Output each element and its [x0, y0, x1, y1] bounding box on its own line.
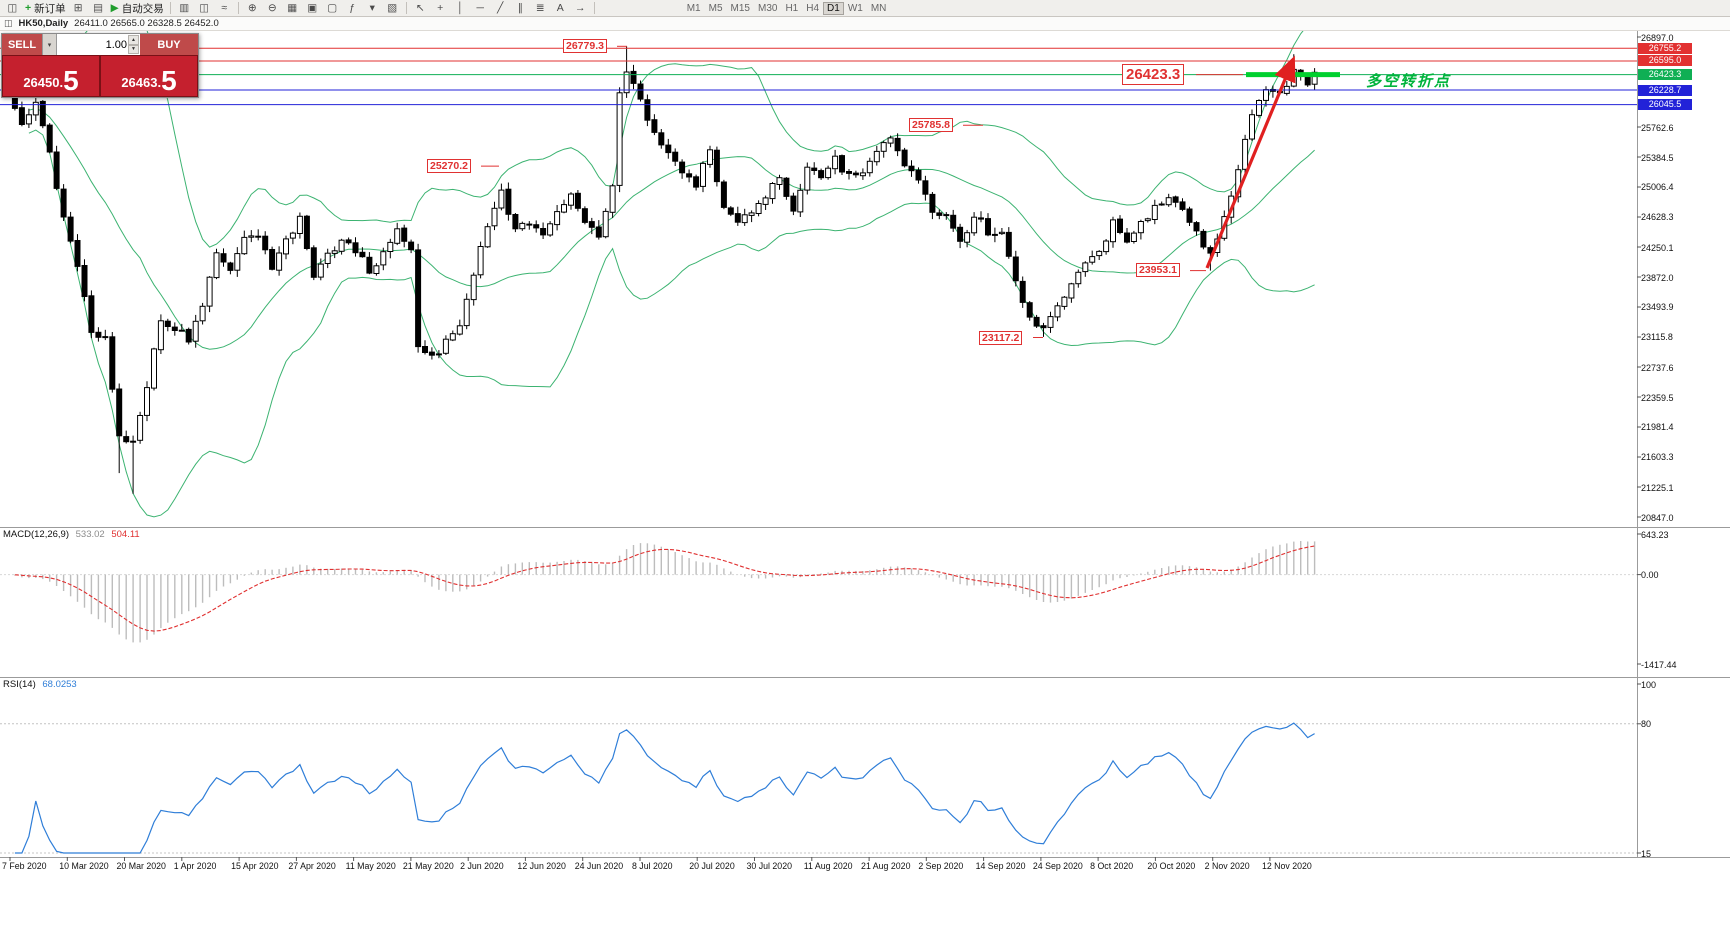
cursor-icon: ↖ [415, 1, 425, 14]
arrows-icon: → [574, 1, 586, 14]
timeframe-W1[interactable]: W1 [847, 2, 863, 14]
text-icon: A [556, 1, 564, 14]
new-order-button[interactable]: + 新订单 [23, 1, 68, 15]
timeframe-M5[interactable]: M5 [708, 2, 723, 14]
top-toolbar: ◫ + 新订单 ⊞ ▤ ▶ 自动交易 ▥ ◫ ≈ ⊕ ⊖ ▦ ▣ ▢ ƒ ▾ ▧ ↖ + │ ─ ╱ ∥ ≣ A → M1 M5 M15 M… [0, 0, 1730, 17]
timeframe-H1[interactable]: H1 [785, 2, 799, 14]
vertical-line-icon: │ [456, 1, 464, 14]
fibonacci-icon: ≣ [535, 1, 545, 14]
cascade-windows-icon[interactable]: ▣ [303, 1, 322, 15]
new-order-icon: + [25, 1, 32, 14]
chart-titlebar: ◫ HK50,Daily 26411.0 26565.0 26328.5 264… [0, 17, 1730, 31]
zoom-in-icon[interactable]: ⊕ [243, 1, 262, 15]
arrange-windows-icon[interactable]: ▢ [323, 1, 342, 15]
candlestick-chart-icon: ◫ [4, 18, 13, 28]
candles [5, 46, 1318, 494]
axis-tick-marks [9, 36, 1641, 861]
bar-chart-icon: ▥ [179, 1, 190, 14]
sell-button[interactable]: SELL [2, 34, 42, 55]
new-order-button-label: 新订单 [34, 2, 66, 15]
volume-up-button[interactable]: ▲ [128, 35, 139, 45]
sell-price-display[interactable]: 26450. 5 [3, 56, 99, 96]
templates-icon[interactable]: ▧ [383, 1, 402, 15]
zoom-out-icon[interactable]: ⊖ [263, 1, 282, 15]
sell-price-small: 26450. [23, 75, 64, 90]
one-click-trading-panel: SELL ▾ ▲ ▼ BUY 26450. 5 26463. 5 [1, 33, 199, 98]
line-chart-icon: ≈ [221, 1, 228, 14]
timeframe-D1[interactable]: D1 [823, 1, 844, 15]
macd-signal-line [14, 545, 1315, 632]
buy-price-big: 5 [161, 65, 177, 96]
crosshair-icon: + [437, 1, 444, 14]
bar-chart-icon[interactable]: ▥ [175, 1, 194, 15]
chart-window-icon[interactable]: ⊞ [69, 1, 88, 15]
macd-histogram [14, 541, 1316, 643]
toolbar-separator [169, 2, 171, 14]
channel-icon[interactable]: ∥ [511, 1, 530, 15]
trend-arrow[interactable] [1205, 55, 1296, 269]
chart-ohlc-values: 26411.0 26565.0 26328.5 26452.0 [74, 18, 219, 29]
timeframe-MN[interactable]: MN [870, 2, 887, 14]
timeframe-toolbar: M1 M5 M15 M30 H1 H4 D1 W1 MN [683, 1, 891, 15]
templates-icon: ▧ [387, 1, 398, 14]
horizontal-line-icon[interactable]: ─ [471, 1, 490, 15]
horizontal-line-icon: ─ [476, 1, 484, 14]
trade-options-caret[interactable]: ▾ [42, 34, 57, 55]
crosshair-icon[interactable]: + [431, 1, 450, 15]
tile-windows-icon[interactable]: ▦ [283, 1, 302, 15]
volume-down-button[interactable]: ▼ [128, 44, 139, 54]
indicators-icon[interactable]: ƒ [343, 1, 362, 15]
candlestick-chart-icon: ◫ [199, 1, 210, 14]
timeframe-M15[interactable]: M15 [730, 2, 750, 14]
tile-windows-icon: ▦ [287, 1, 298, 14]
profiles-icon: ▤ [93, 1, 104, 14]
profiles-icon[interactable]: ▤ [89, 1, 108, 15]
volume-field: ▲ ▼ [57, 34, 140, 55]
sell-price-big: 5 [63, 65, 79, 96]
text-icon[interactable]: A [551, 1, 570, 15]
zoom-out-icon: ⊖ [267, 1, 277, 14]
volume-input[interactable] [57, 34, 140, 55]
toolbar-separator [237, 2, 239, 14]
trendline-icon: ╱ [497, 1, 504, 14]
candlestick-chart-icon[interactable]: ◫ [195, 1, 214, 15]
buy-price-display[interactable]: 26463. 5 [101, 56, 197, 96]
trendline-icon[interactable]: ╱ [491, 1, 510, 15]
timeframe-H4[interactable]: H4 [806, 2, 820, 14]
periods-icon[interactable]: ▾ [363, 1, 382, 15]
periods-icon: ▾ [369, 1, 375, 14]
autotrading-icon: ▶ [110, 1, 119, 14]
indicators-icon: ƒ [349, 1, 356, 14]
charts-menu-icon: ◫ [7, 1, 18, 14]
bollinger-bands [28, 31, 1315, 518]
arrange-windows-icon: ▢ [327, 1, 338, 14]
autotrading-button[interactable]: ▶ 自动交易 [109, 1, 166, 15]
toolbar-separator [593, 2, 595, 14]
timeframe-M30[interactable]: M30 [757, 2, 778, 14]
cascade-windows-icon: ▣ [307, 1, 318, 14]
volume-stepper: ▲ ▼ [128, 35, 139, 54]
channel-icon: ∥ [517, 1, 523, 14]
buy-button[interactable]: BUY [140, 34, 198, 55]
toolbar-separator [405, 2, 407, 14]
buy-price-small: 26463. [121, 75, 162, 90]
charts-menu-icon[interactable]: ◫ [3, 1, 22, 15]
cursor-icon[interactable]: ↖ [411, 1, 430, 15]
vertical-line-icon[interactable]: │ [451, 1, 470, 15]
zoom-in-icon: ⊕ [247, 1, 257, 14]
chart-symbol-title: HK50,Daily [18, 18, 69, 29]
timeframe-M1[interactable]: M1 [686, 2, 701, 14]
fibonacci-icon[interactable]: ≣ [531, 1, 550, 15]
arrows-icon[interactable]: → [571, 1, 590, 15]
chart-window-icon: ⊞ [73, 1, 83, 14]
autotrading-button-label: 自动交易 [121, 2, 164, 15]
pane-separators [0, 31, 1730, 858]
line-chart-icon[interactable]: ≈ [215, 1, 234, 15]
rsi-line [14, 722, 1315, 854]
